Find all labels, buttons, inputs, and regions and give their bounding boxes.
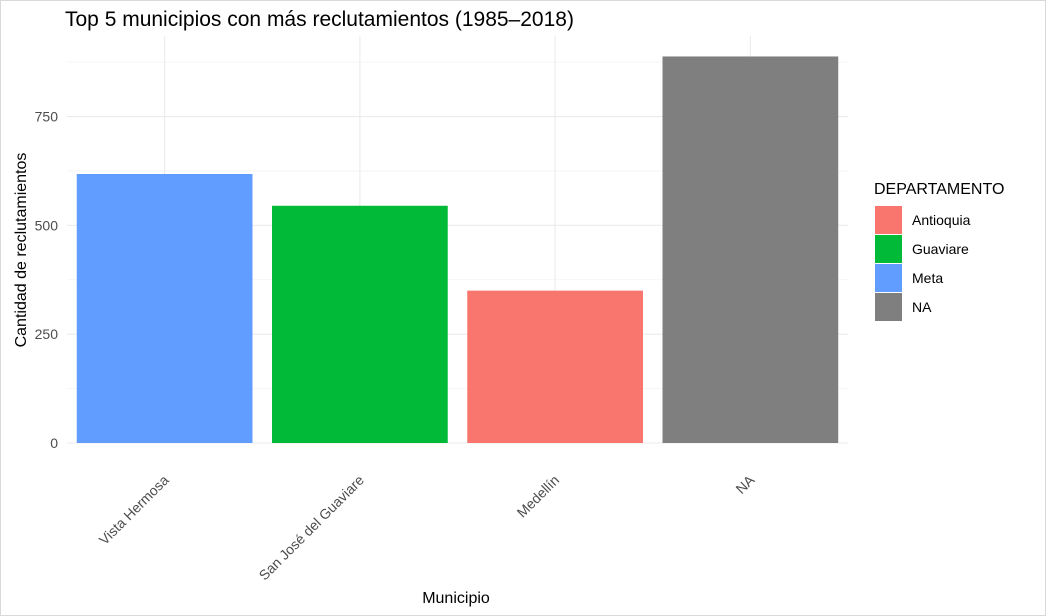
x-tick-label: NA — [732, 471, 758, 497]
legend-label: NA — [912, 299, 932, 315]
bars — [76, 56, 839, 444]
legend-key-1 — [875, 235, 902, 263]
legend-key-3 — [875, 293, 902, 321]
x-tick-label: Medellín — [514, 472, 563, 521]
legend-label: Guaviare — [912, 241, 969, 257]
bar-2 — [467, 290, 643, 443]
legend-key-0 — [875, 206, 902, 234]
x-axis-ticks: Vista Hermosa San José del Guaviare Medell… — [96, 471, 758, 583]
x-tick-label: San José del Guaviare — [256, 472, 368, 584]
chart-title: Top 5 municipios con más reclutamientos … — [65, 8, 574, 31]
legend-label: Meta — [912, 270, 943, 286]
x-tick-label: Vista Hermosa — [96, 472, 172, 548]
y-tick-label: 500 — [35, 217, 59, 233]
y-tick-label: 250 — [35, 326, 59, 342]
y-axis-ticks: 0 250 500 750 — [35, 109, 59, 451]
y-axis-title: Cantidad de reclutamientos — [13, 153, 30, 348]
legend: DEPARTAMENTO Antioquia Guaviare Meta NA — [874, 181, 1004, 321]
y-tick-label: 750 — [35, 109, 59, 125]
legend-label: Antioquia — [912, 212, 971, 228]
legend-items: Antioquia Guaviare Meta NA — [875, 206, 971, 321]
x-axis-title: Municipio — [422, 590, 490, 607]
legend-title: DEPARTAMENTO — [874, 181, 1004, 198]
bar-3 — [662, 56, 839, 443]
legend-key-2 — [875, 264, 902, 292]
bar-0 — [76, 173, 253, 444]
y-tick-label: 0 — [50, 435, 58, 451]
bar-1 — [272, 205, 448, 443]
